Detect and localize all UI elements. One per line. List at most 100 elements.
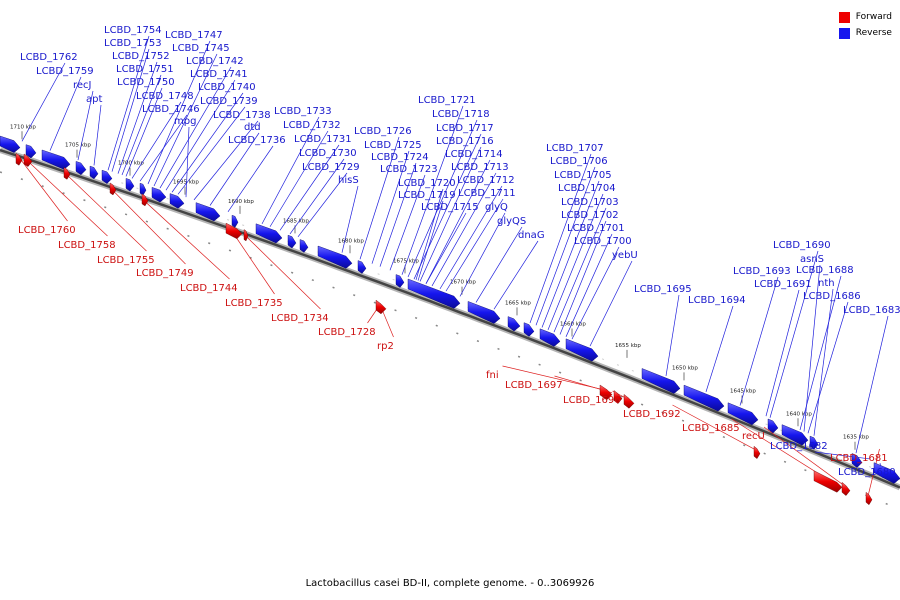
reverse-leader: [529, 153, 592, 324]
reverse-gene-label: LCBD_1701: [567, 223, 625, 234]
reverse-gene-label: LCBD_1686: [803, 291, 861, 302]
reverse-gene-label: nth: [818, 278, 835, 289]
forward-leader: [19, 158, 68, 222]
reverse-gene: [125, 178, 135, 192]
reverse-gene-label: LCBD_1718: [432, 109, 490, 120]
genome-backbone: [0, 141, 900, 511]
forward-gene: [225, 222, 243, 240]
forward-gene-label: LCBD_1681: [830, 453, 888, 464]
reverse-gene-label: LCBD_1714: [445, 149, 503, 160]
reverse-leader: [185, 126, 190, 198]
reverse-gene: [299, 239, 309, 253]
reverse-leader: [341, 185, 359, 253]
reverse-leader: [153, 53, 218, 187]
reverse-leader: [475, 226, 523, 303]
scale-tick-label: 1690 kbp: [228, 199, 254, 205]
scale-tick-label: 1670 kbp: [450, 280, 476, 286]
forward-gene: [841, 481, 851, 496]
reverse-leader: [493, 240, 539, 310]
forward-gene: [813, 470, 843, 493]
reverse-leader: [107, 35, 150, 171]
forward-gene: [753, 445, 761, 459]
reverse-leader: [209, 132, 260, 206]
reverse-gene-label: LCBD_1750: [117, 77, 175, 88]
reverse-leader: [159, 66, 232, 189]
reverse-gene-label: dtd: [244, 122, 261, 133]
reverse-leader: [559, 220, 607, 335]
reverse-leader: [425, 159, 491, 284]
reverse-gene: [539, 328, 561, 347]
reverse-leader: [177, 106, 246, 195]
reverse-leader: [269, 130, 329, 227]
reverse-leader: [813, 288, 834, 436]
reverse-gene: [101, 169, 113, 184]
reverse-leader: [371, 150, 410, 264]
reverse-gene-label: LCBD_1712: [457, 175, 515, 186]
reverse-gene: [25, 144, 37, 159]
reverse-gene-label: LCBD_1704: [558, 183, 616, 194]
reverse-leader: [739, 276, 779, 406]
reverse-gene: [727, 402, 759, 426]
forward-gene: [613, 390, 623, 404]
reverse-gene: [169, 193, 185, 209]
gene-features: [0, 135, 900, 506]
reverse-gene-label: LCBD_1691: [754, 279, 812, 290]
forward-gene: [243, 229, 249, 242]
reverse-gene: [407, 278, 461, 309]
reverse-leader: [807, 301, 849, 434]
reverse-gene-label: mpg: [174, 116, 196, 127]
reverse-gene: [523, 322, 535, 337]
forward-gene: [23, 153, 33, 167]
reverse-leader: [589, 260, 633, 347]
reverse-gene-label: LCBD_1682: [770, 441, 828, 452]
reverse-gene: [139, 182, 147, 196]
reverse-gene: [851, 453, 863, 468]
reverse-gene: [231, 214, 239, 228]
reverse-leader: [705, 305, 734, 393]
scale-tick-label: 1710 kbp: [10, 124, 36, 130]
label-leader-lines: [19, 35, 889, 497]
reverse-gene-label: LCBD_1752: [112, 51, 170, 62]
scale-tick-label: 1650 kbp: [672, 365, 698, 371]
reverse-gene-label: glyQS: [497, 216, 526, 227]
scale-tick-label: 1640 kbp: [786, 411, 812, 417]
reverse-leader: [799, 275, 842, 431]
reverse-gene: [873, 462, 900, 484]
reverse-leader: [261, 116, 320, 225]
reverse-gene-label: LCBD_1707: [546, 143, 604, 154]
scale-tick-label: 1675 kbp: [393, 258, 419, 264]
reverse-gene-label: LCBD_1715: [421, 202, 479, 213]
reverse-gene: [287, 234, 297, 249]
forward-gene: [109, 182, 117, 196]
reverse-leader: [765, 289, 800, 417]
reverse-leader: [553, 207, 607, 333]
legend-forward: Forward: [838, 9, 892, 25]
reverse-gene: [151, 187, 167, 203]
reverse-leader: [425, 212, 467, 284]
reverse-leader: [855, 315, 889, 454]
reverse-gene-label: LCBD_1703: [561, 197, 619, 208]
reverse-gene-label: LCBD_1695: [634, 284, 692, 295]
reverse-leader: [193, 120, 259, 201]
legend-reverse: Reverse: [838, 25, 892, 41]
reverse-gene-label: asnS: [800, 254, 824, 265]
reverse-leader: [769, 250, 819, 418]
reverse-gene-label: LCBD_1724: [371, 152, 429, 163]
reverse-leader: [565, 233, 613, 337]
reverse-leader: [459, 212, 506, 297]
reverse-gene-label: LCBD_1739: [200, 96, 258, 107]
reverse-leader: [49, 76, 82, 151]
reverse-leader: [379, 162, 417, 267]
forward-gene-label: LCBD_1744: [180, 283, 238, 294]
reverse-leader: [289, 158, 345, 235]
reverse-gene-label: LCBD_1732: [283, 120, 341, 131]
reverse-leader: [389, 174, 426, 271]
scale-tick-label: 1680 kbp: [338, 238, 364, 244]
scale-tick-label: 1660 kbp: [560, 321, 586, 327]
reverse-gene: [317, 245, 353, 269]
forward-leader: [245, 235, 321, 310]
reverse-gene-label: glyQ: [485, 202, 508, 213]
scale-tick-label: 1655 kbp: [615, 343, 641, 349]
forward-gene-label: LCBD_1735: [225, 298, 283, 309]
